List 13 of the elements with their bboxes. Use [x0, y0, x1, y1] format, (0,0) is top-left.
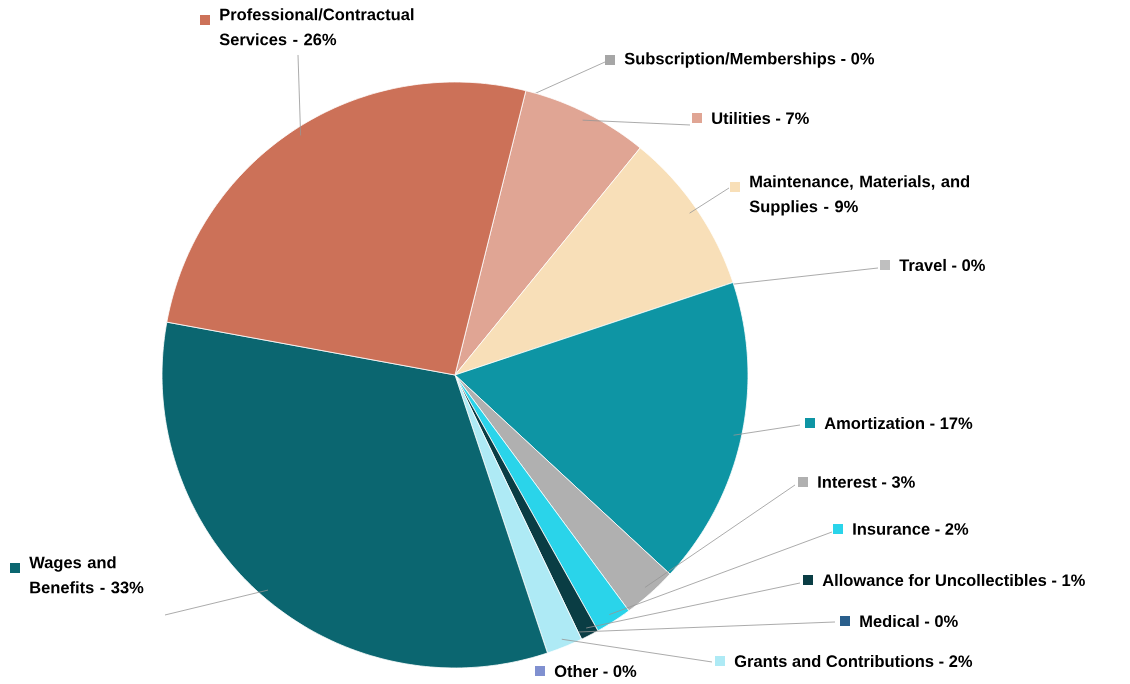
legend-label: Subscription/Memberships - 0%: [624, 52, 875, 68]
legend-label: Wages and Benefits - 33%: [29, 556, 144, 594]
legend-label: Maintenance, Materials, and Supplies - 9%: [749, 175, 970, 216]
legend-label: Insurance - 2%: [853, 523, 969, 535]
legend-label: Grants and Contributions - 2%: [734, 654, 973, 668]
legend-label: Medical - 0%: [860, 614, 958, 628]
legend-label: Amortization - 17%: [824, 416, 973, 430]
legend-label: Professional/Contractual Services - 26%: [219, 8, 414, 46]
legend-label: Travel - 0%: [899, 258, 985, 272]
legend-label: Allowance for Uncollectibles - 1%: [822, 573, 1085, 587]
legend-label: Other - 0%: [554, 664, 637, 678]
legend-label: Utilities - 7%: [712, 111, 809, 125]
legend-label: Interest - 3%: [818, 476, 915, 488]
